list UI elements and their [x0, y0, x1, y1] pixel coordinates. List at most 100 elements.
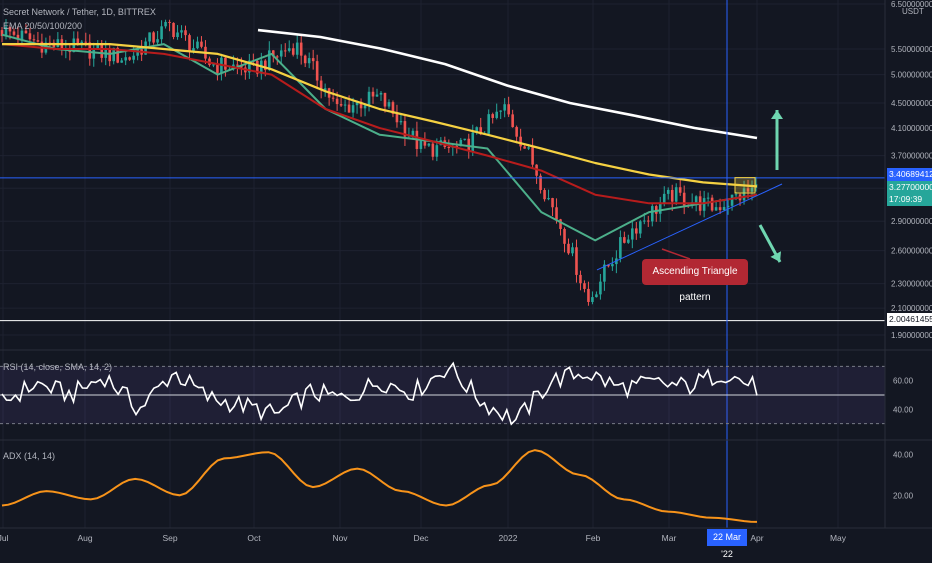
candle-body	[264, 60, 267, 70]
price-tick-label: 2.90000000	[891, 217, 932, 226]
candle-body	[571, 247, 574, 254]
candle-body	[28, 33, 32, 40]
candle-body	[527, 147, 530, 149]
candle-body	[0, 30, 4, 37]
candle-body	[172, 22, 175, 38]
candle-body	[88, 42, 92, 59]
candle-body	[403, 121, 407, 137]
candle-body	[295, 42, 299, 55]
breakout-up-arrow-head	[771, 110, 783, 119]
candle-body	[718, 207, 722, 211]
candle-body	[746, 188, 750, 192]
candle-body	[547, 198, 550, 200]
pattern-annotation[interactable]: Ascending Triangle pattern	[642, 259, 748, 303]
candle-body	[459, 139, 463, 147]
candle-body	[100, 43, 104, 58]
symbol-title[interactable]: Secret Network / Tether, 1D, BITTREX	[3, 7, 156, 17]
candle-body	[383, 92, 387, 107]
candle-body	[642, 220, 646, 222]
time-tick-label: Mar	[662, 533, 677, 543]
candle-body	[639, 221, 642, 234]
candle-body	[96, 43, 100, 49]
candle-body	[662, 193, 666, 204]
price-tick-label: 4.10000000	[891, 124, 932, 133]
candle-body	[112, 47, 116, 62]
time-tick-label: Oct	[247, 533, 261, 543]
candle-body	[343, 104, 347, 106]
candle-body	[319, 80, 323, 91]
ema-legend[interactable]: EMA 20/50/100/200	[3, 21, 83, 31]
candle-body	[32, 39, 36, 41]
rsi-legend[interactable]: RSI (14, close, SMA, 14, 2)	[3, 362, 113, 372]
time-tick-label: 2022	[499, 533, 518, 543]
candle-body	[132, 55, 135, 60]
candle-body	[706, 197, 710, 199]
adx-legend[interactable]: ADX (14, 14)	[3, 451, 56, 461]
rsi-tick-label: 60.00	[893, 377, 914, 386]
candle-body	[224, 57, 227, 70]
candle-body	[164, 21, 167, 27]
candle-body	[168, 21, 171, 23]
candle-body	[734, 194, 738, 196]
time-tick-label: Feb	[586, 533, 601, 543]
time-tick-label: Apr	[750, 533, 763, 543]
candle-body	[722, 206, 726, 211]
candle-body	[108, 48, 112, 62]
time-tick-label: Dec	[413, 533, 429, 543]
candle-body	[196, 41, 199, 49]
ema-line-ema100	[2, 43, 758, 188]
candle-body	[347, 104, 351, 113]
chart-svg[interactable]: 6.50000000 5.50000000 5.00000000 4.50000000…	[0, 0, 932, 550]
candle-body	[567, 243, 570, 254]
candle-body	[635, 228, 638, 234]
ema-lines	[1, 28, 758, 242]
price-tick-label: 2.30000000	[891, 280, 932, 289]
crosshair-date-tag: 22 Mar '22	[707, 529, 747, 559]
rsi-line	[1, 361, 758, 426]
candle-body	[216, 64, 219, 73]
candle-body	[575, 247, 578, 275]
rsi-tick-label: 40.00	[893, 405, 914, 414]
candle-body	[307, 58, 311, 64]
candle-body	[455, 145, 459, 147]
candle-body	[499, 110, 502, 112]
candle-body	[371, 91, 375, 97]
candle-body	[363, 105, 367, 109]
candle-body	[654, 206, 658, 214]
candle-body	[267, 50, 271, 70]
candle-body	[271, 50, 275, 57]
adx-line	[1, 449, 758, 523]
candle-body	[24, 30, 28, 34]
candle-body	[287, 48, 291, 51]
candle-body	[20, 30, 24, 40]
time-tick-label: Nov	[332, 533, 348, 543]
candle-body	[507, 104, 510, 115]
candle-body	[631, 228, 634, 240]
candle-body	[423, 140, 427, 146]
candle-body	[678, 187, 682, 193]
candle-body	[479, 127, 483, 135]
candle-body	[487, 114, 491, 134]
ema-line-ema50	[1, 43, 758, 205]
candle-body	[391, 102, 395, 114]
candle-body	[603, 264, 606, 282]
candle-body	[212, 64, 215, 66]
time-tick-label: May	[830, 533, 847, 543]
adx-pane	[1, 449, 758, 523]
candle-body	[355, 101, 359, 106]
time-tick-label: Jul	[0, 533, 9, 543]
candle-body	[399, 121, 403, 123]
candle-body	[335, 98, 339, 105]
candle-body	[435, 145, 439, 157]
candle-body	[8, 26, 12, 32]
candle-body	[519, 136, 522, 147]
adx-tick-label: 40.00	[893, 450, 914, 459]
price-tick-label: 2.60000000	[891, 247, 932, 256]
candle-body	[646, 220, 650, 222]
candle-body	[463, 138, 467, 140]
candle-body	[670, 189, 674, 202]
breakdown-down-arrow-head	[770, 251, 781, 262]
candle-body	[515, 127, 518, 137]
candle-body	[555, 207, 558, 220]
